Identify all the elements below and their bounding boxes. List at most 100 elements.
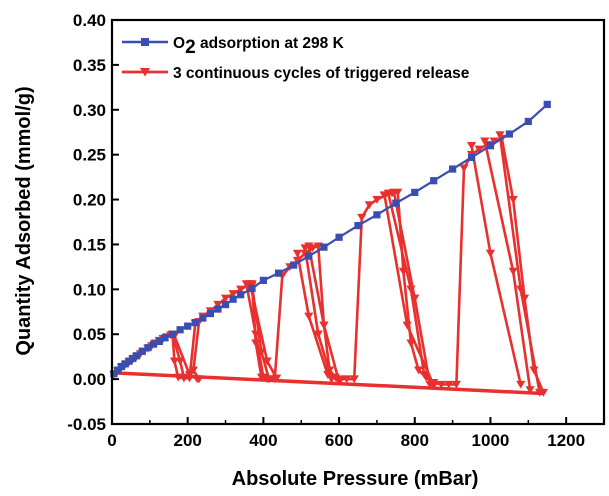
- legend-label-release: 3 continuous cycles of triggered release: [173, 65, 470, 82]
- release-point: [307, 244, 318, 253]
- release-point: [169, 357, 180, 366]
- adsorption-point: [114, 366, 122, 374]
- release-point: [292, 256, 303, 265]
- release-point: [292, 249, 303, 258]
- adsorption-point: [354, 221, 362, 230]
- adsorption-point: [214, 305, 222, 313]
- release-point: [304, 312, 314, 321]
- x-tick-label: 400: [249, 431, 277, 450]
- adsorption-point: [449, 165, 457, 173]
- release-line: [387, 192, 426, 375]
- release-point: [398, 267, 409, 276]
- release-point: [349, 375, 359, 384]
- release-point: [325, 366, 335, 375]
- release-point: [538, 388, 549, 397]
- adsorption-point: [335, 233, 343, 241]
- release-point: [342, 375, 352, 384]
- release-point: [444, 380, 454, 389]
- adsorption-point: [110, 370, 118, 378]
- release-point: [406, 339, 416, 348]
- adsorption-point: [133, 352, 141, 360]
- release-point: [413, 366, 424, 375]
- y-tick-label: 0.10: [73, 280, 106, 299]
- adsorption-point: [129, 354, 137, 363]
- release-point: [379, 192, 390, 201]
- adsorption-point: [248, 284, 256, 293]
- adsorption-point: [290, 261, 298, 269]
- release-point: [516, 380, 526, 389]
- adsorption-point: [392, 199, 400, 207]
- x-tick-label: 0: [107, 431, 116, 450]
- adsorption-point: [117, 362, 126, 371]
- release-point: [508, 195, 518, 204]
- release-point: [300, 249, 310, 258]
- y-tick-label: -0.05: [67, 415, 106, 434]
- y-tick-label: 0.40: [73, 11, 106, 30]
- release-point: [459, 164, 469, 173]
- release-point: [410, 294, 420, 303]
- release-point: [436, 380, 446, 389]
- release-point: [184, 374, 195, 383]
- adsorption-point: [125, 357, 133, 365]
- adsorption-point: [505, 130, 513, 138]
- release-point: [357, 213, 367, 222]
- x-tick-label: 600: [325, 431, 353, 450]
- adsorption-point: [430, 177, 438, 185]
- adsorption-point: [176, 326, 184, 334]
- release-point: [364, 201, 374, 210]
- release-point: [220, 294, 231, 303]
- adsorption-point: [184, 322, 192, 330]
- release-point: [393, 188, 403, 197]
- release-point: [194, 375, 204, 384]
- adsorption-point: [486, 142, 495, 150]
- release-line: [483, 140, 532, 391]
- x-axis-label: Absolute Pressure (mBar): [232, 468, 479, 490]
- y-tick-label: 0.00: [73, 370, 106, 389]
- adsorption-point: [320, 243, 328, 251]
- adsorption-point: [411, 188, 419, 196]
- adsorption-point: [237, 291, 245, 299]
- y-tick-label: 0.05: [73, 325, 106, 344]
- legend-marker-release: [140, 68, 150, 77]
- x-tick-label: 1000: [472, 431, 510, 450]
- adsorption-point: [305, 252, 313, 260]
- plot-area: [109, 100, 551, 397]
- release-point: [451, 380, 461, 389]
- adsorption-point: [221, 300, 230, 309]
- plot-frame: [110, 18, 606, 426]
- release-point: [519, 294, 530, 303]
- release-point: [228, 290, 238, 298]
- release-point: [421, 373, 431, 382]
- adsorption-point: [168, 330, 177, 338]
- legend: O2 adsorption at 298 K 3 continuous cycle…: [122, 35, 470, 82]
- release-point: [429, 379, 439, 387]
- release-point: [313, 330, 323, 339]
- y-axis-label: Quantity Adsorbed (mmol/g): [13, 86, 35, 355]
- adsorption-point: [524, 117, 532, 126]
- adsorption-point: [150, 340, 158, 348]
- release-point: [319, 321, 329, 330]
- y-tick-label: 0.30: [73, 101, 106, 120]
- release-point: [489, 137, 499, 146]
- release-point: [466, 142, 477, 150]
- y-tick-label: 0.20: [73, 191, 106, 210]
- legend-label-adsorption: O2 adsorption at 298 K: [173, 35, 345, 58]
- y-tick-label: 0.15: [73, 235, 106, 254]
- legend-marker-adsorption: [141, 38, 149, 46]
- release-point: [485, 249, 496, 258]
- adsorption-point: [161, 334, 169, 342]
- release-point: [262, 375, 272, 384]
- release-point: [387, 189, 397, 198]
- adsorption-point: [144, 344, 152, 352]
- adsorption-point: [206, 309, 214, 318]
- axes: 0 200 400 600 800 1000 1200 -0.05 0.00 0.05 0.10 0.…: [67, 11, 606, 450]
- release-point: [529, 366, 539, 375]
- adsorption-point: [138, 347, 146, 355]
- adsorption-point: [274, 269, 283, 277]
- release-point: [213, 300, 223, 309]
- release-point: [270, 375, 280, 384]
- release-point: [474, 145, 484, 154]
- y-tick-label: 0.35: [73, 56, 106, 75]
- release-point: [236, 285, 246, 294]
